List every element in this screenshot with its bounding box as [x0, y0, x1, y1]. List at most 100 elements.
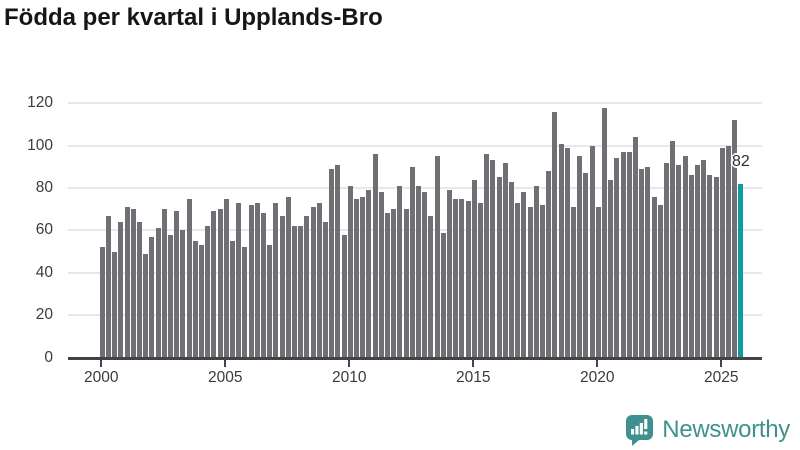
bar	[639, 168, 645, 358]
bar	[521, 192, 527, 358]
bar	[106, 215, 111, 358]
bar	[372, 154, 378, 358]
bar	[323, 221, 328, 358]
bar	[360, 196, 366, 358]
bar	[180, 230, 186, 358]
bar	[130, 209, 136, 358]
bar	[620, 152, 626, 358]
bar	[416, 185, 421, 358]
bar	[490, 160, 496, 358]
bar	[397, 185, 403, 358]
bar	[409, 166, 415, 358]
gridline-y-80	[68, 187, 762, 190]
y-axis-tick-label: 100	[27, 136, 53, 154]
bar	[137, 221, 142, 358]
bar	[707, 175, 713, 358]
bar	[571, 207, 576, 358]
x-axis-line	[68, 357, 762, 360]
bar	[378, 192, 384, 358]
bar	[298, 226, 304, 358]
bar	[186, 198, 192, 358]
bar	[688, 175, 694, 358]
bar	[453, 198, 459, 358]
x-axis-tick-label: 2020	[580, 369, 615, 386]
bar	[732, 120, 738, 358]
bar	[192, 240, 198, 358]
x-axis-tick	[719, 359, 723, 367]
bar	[403, 209, 409, 358]
x-axis-tick-label: 2025	[704, 369, 739, 386]
bar	[124, 207, 130, 358]
y-axis-tick-label: 0	[44, 348, 53, 366]
bar	[496, 177, 502, 358]
bar	[366, 190, 372, 358]
bar	[633, 137, 638, 358]
y-axis-tick-label: 120	[27, 94, 53, 112]
bar	[626, 152, 632, 358]
bar	[595, 207, 601, 358]
bar	[335, 164, 341, 358]
bar	[292, 226, 297, 358]
x-axis-tick	[595, 359, 599, 367]
bar	[564, 147, 570, 358]
bar	[478, 202, 483, 358]
bar	[533, 185, 539, 358]
bar	[695, 164, 700, 358]
bar-chart-speech-bubble-icon	[626, 415, 654, 446]
bar	[509, 181, 514, 358]
y-axis-tick-label: 60	[35, 221, 53, 239]
bar	[267, 245, 273, 358]
bar	[236, 202, 242, 358]
gridline-y-60	[68, 229, 762, 232]
x-axis-tick	[99, 359, 103, 367]
bar	[645, 166, 651, 358]
newsworthy-logo: Newsworthy	[624, 413, 790, 446]
x-axis-tick-label: 2015	[456, 369, 491, 386]
bar	[304, 215, 310, 358]
bar	[168, 234, 173, 358]
bar	[242, 247, 248, 358]
bar	[527, 207, 533, 358]
bar	[217, 209, 223, 358]
logo-text: Newsworthy	[662, 415, 790, 443]
bar	[143, 253, 149, 358]
bar	[316, 202, 322, 358]
bar	[391, 209, 397, 358]
bar	[254, 202, 260, 358]
bar	[112, 251, 118, 358]
bar	[614, 158, 620, 358]
bar	[583, 173, 589, 358]
bar	[230, 240, 235, 358]
x-axis-tick-label: 2000	[84, 369, 119, 386]
bar	[589, 145, 595, 358]
bar	[329, 168, 335, 358]
x-axis-tick	[471, 359, 475, 367]
bar	[422, 192, 428, 358]
gridline-y-100	[68, 144, 762, 147]
bar	[670, 141, 676, 358]
bar	[682, 156, 688, 358]
bar	[602, 107, 607, 358]
bar	[223, 198, 229, 358]
bar	[99, 247, 105, 358]
bar	[471, 179, 477, 358]
bar	[484, 154, 490, 358]
bar	[701, 160, 707, 358]
bar	[279, 215, 285, 358]
bar	[174, 211, 180, 358]
y-axis-tick-label: 40	[35, 263, 53, 281]
gridline-y-20	[68, 314, 762, 317]
bar	[347, 185, 353, 358]
y-axis-tick-label: 80	[35, 179, 53, 197]
bar	[155, 228, 161, 358]
bar	[248, 204, 254, 358]
bar	[713, 177, 719, 358]
bar	[540, 204, 545, 358]
bar	[434, 156, 440, 358]
x-axis-tick	[223, 359, 227, 367]
bar	[310, 207, 316, 358]
bar	[285, 196, 291, 358]
bar	[261, 213, 266, 358]
bar	[273, 202, 279, 358]
